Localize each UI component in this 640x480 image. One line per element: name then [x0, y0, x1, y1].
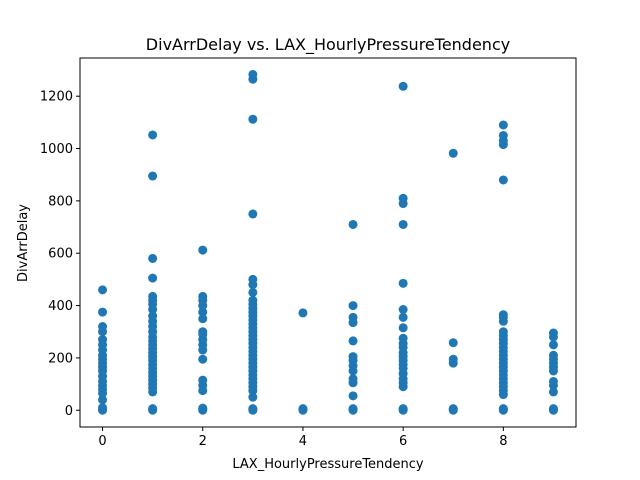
data-point: [148, 291, 158, 301]
data-point: [198, 403, 208, 413]
data-point: [248, 295, 258, 305]
data-point: [348, 219, 358, 229]
y-tick-label: 0: [65, 404, 73, 419]
data-point: [448, 148, 458, 158]
data-point: [148, 311, 158, 321]
data-point: [148, 130, 158, 140]
data-point: [548, 340, 558, 350]
data-point: [198, 291, 208, 301]
data-point: [498, 175, 508, 185]
data-point: [98, 395, 108, 405]
x-axis-label: LAX_HourlyPressureTendency: [232, 457, 424, 472]
data-point: [248, 69, 258, 79]
data-point: [98, 285, 108, 295]
x-tick-label: 0: [98, 434, 106, 449]
data-points: [98, 69, 558, 415]
data-point: [548, 328, 558, 338]
data-point: [198, 327, 208, 337]
data-point: [398, 219, 408, 229]
data-point: [248, 287, 258, 297]
data-point: [248, 274, 258, 284]
plot-frame: [79, 57, 577, 428]
data-point: [98, 335, 108, 345]
x-tick-label: 8: [499, 434, 507, 449]
data-point: [348, 301, 358, 311]
y-axis-ticks: 0 200 400 600 800 1000 1200: [40, 90, 80, 419]
data-point: [198, 245, 208, 255]
data-point: [298, 308, 308, 318]
data-point: [398, 312, 408, 322]
data-point: [548, 387, 558, 397]
data-point: [498, 120, 508, 130]
data-point: [148, 253, 158, 263]
y-tick-label: 1000: [40, 142, 73, 157]
data-point: [498, 130, 508, 140]
data-point: [548, 404, 558, 414]
data-point: [148, 404, 158, 414]
data-point: [98, 322, 108, 332]
data-point: [498, 327, 508, 337]
data-point: [448, 338, 458, 348]
y-tick-label: 200: [48, 351, 73, 366]
data-point: [398, 305, 408, 314]
data-point: [398, 81, 408, 91]
data-point: [248, 392, 258, 402]
x-tick-label: 4: [299, 434, 307, 449]
data-point: [198, 375, 208, 385]
x-tick-label: 6: [399, 434, 407, 449]
chart-title: DivArrDelay vs. LAX_HourlyPressureTenden…: [146, 35, 510, 55]
data-point: [198, 307, 208, 317]
data-point: [98, 307, 108, 317]
data-point: [148, 273, 158, 283]
data-point: [448, 404, 458, 414]
data-point: [398, 404, 408, 414]
data-point: [498, 404, 508, 414]
data-point: [98, 403, 108, 413]
data-point: [248, 404, 258, 414]
data-point: [198, 314, 208, 324]
y-tick-label: 600: [48, 247, 73, 262]
x-tick-label: 2: [199, 434, 207, 449]
data-point: [398, 333, 408, 343]
data-point: [548, 376, 558, 386]
data-point: [248, 209, 258, 219]
x-axis-ticks: 0 2 4 6 8: [98, 427, 507, 449]
y-tick-label: 400: [48, 299, 73, 314]
data-point: [398, 278, 408, 288]
data-point: [498, 310, 508, 320]
y-tick-label: 800: [48, 194, 73, 209]
data-point: [398, 323, 408, 333]
data-point: [198, 354, 208, 364]
data-point: [348, 336, 358, 346]
data-point: [348, 374, 358, 384]
data-point: [398, 193, 408, 203]
data-point: [148, 171, 158, 181]
data-point: [348, 352, 358, 362]
data-point: [298, 404, 308, 414]
data-point: [348, 312, 358, 322]
data-point: [348, 404, 358, 414]
data-point: [448, 354, 458, 364]
y-tick-label: 1200: [40, 90, 73, 105]
data-point: [348, 391, 358, 401]
data-point: [548, 350, 558, 360]
y-axis-label: DivArrDelay: [16, 204, 31, 282]
data-point: [248, 114, 258, 124]
